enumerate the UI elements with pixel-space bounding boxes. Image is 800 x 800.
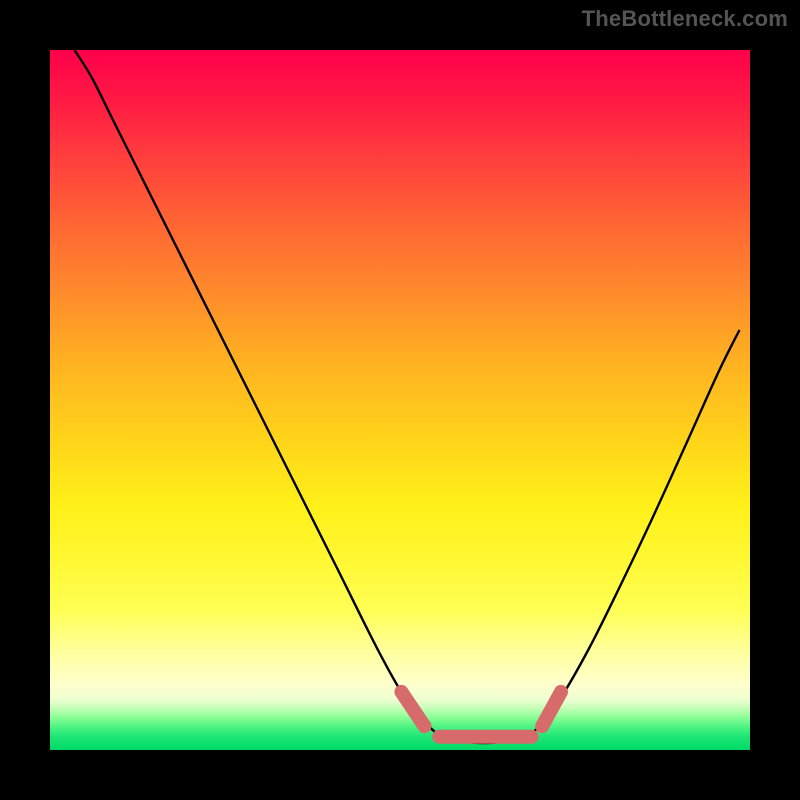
chart-root: TheBottleneck.com <box>0 0 800 800</box>
watermark-label: TheBottleneck.com <box>582 6 788 32</box>
gradient-area <box>50 50 750 750</box>
chart-svg <box>0 0 800 800</box>
